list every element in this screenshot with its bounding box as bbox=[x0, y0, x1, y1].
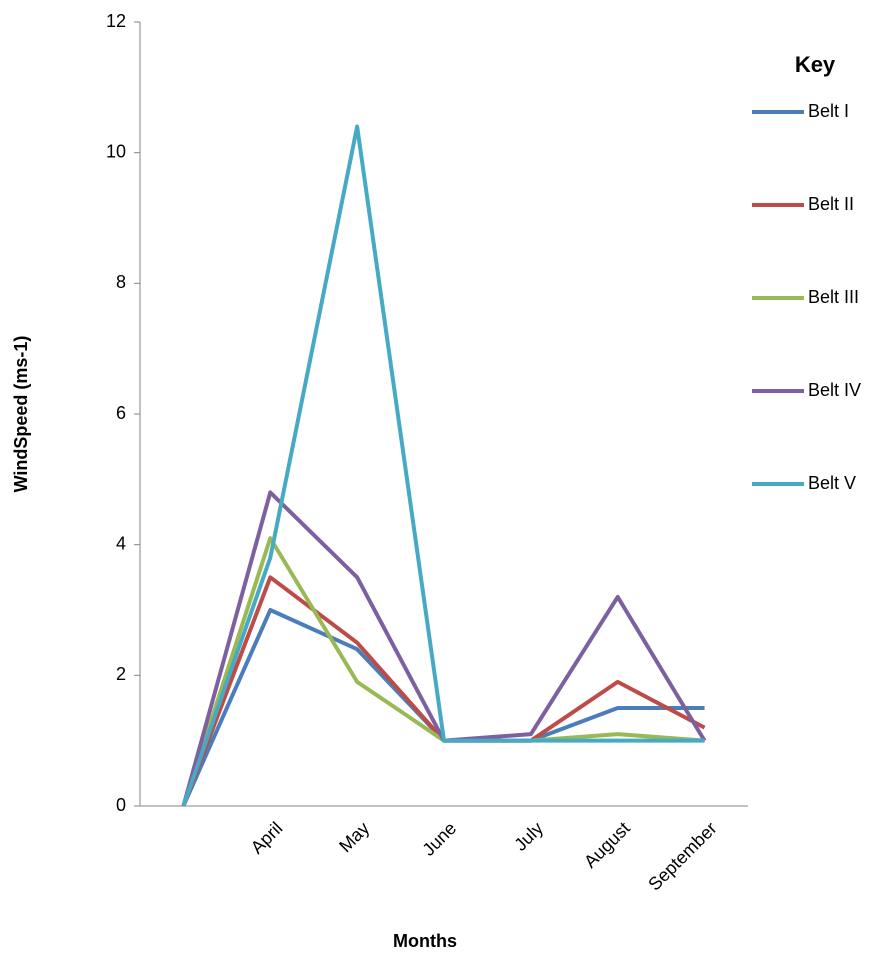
y-tick-label: 2 bbox=[116, 664, 126, 684]
x-tick-label: August bbox=[580, 818, 634, 872]
series-line bbox=[181, 124, 705, 807]
y-tick-label: 0 bbox=[116, 795, 126, 815]
y-tick-label: 10 bbox=[106, 141, 126, 161]
series-line bbox=[181, 608, 705, 807]
x-tick-label: July bbox=[510, 818, 547, 855]
y-tick-label: 4 bbox=[116, 533, 126, 553]
x-tick-label: June bbox=[418, 818, 460, 860]
y-tick-label: 8 bbox=[116, 272, 126, 292]
legend-label: Belt III bbox=[808, 287, 859, 307]
x-axis-title: Months bbox=[393, 931, 457, 951]
legend-label: Belt I bbox=[808, 101, 849, 121]
y-tick-label: 6 bbox=[116, 403, 126, 423]
x-tick-label: April bbox=[247, 818, 287, 858]
x-tick-label: May bbox=[335, 818, 373, 856]
legend-label: Belt V bbox=[808, 473, 856, 493]
legend-label: Belt IV bbox=[808, 380, 861, 400]
y-axis-title: WindSpeed (ms-1) bbox=[11, 336, 31, 493]
legend-title: Key bbox=[795, 52, 836, 77]
legend-label: Belt II bbox=[808, 194, 854, 214]
x-tick-label: September bbox=[644, 818, 720, 894]
series-line bbox=[181, 490, 707, 807]
y-tick-label: 12 bbox=[106, 11, 126, 31]
